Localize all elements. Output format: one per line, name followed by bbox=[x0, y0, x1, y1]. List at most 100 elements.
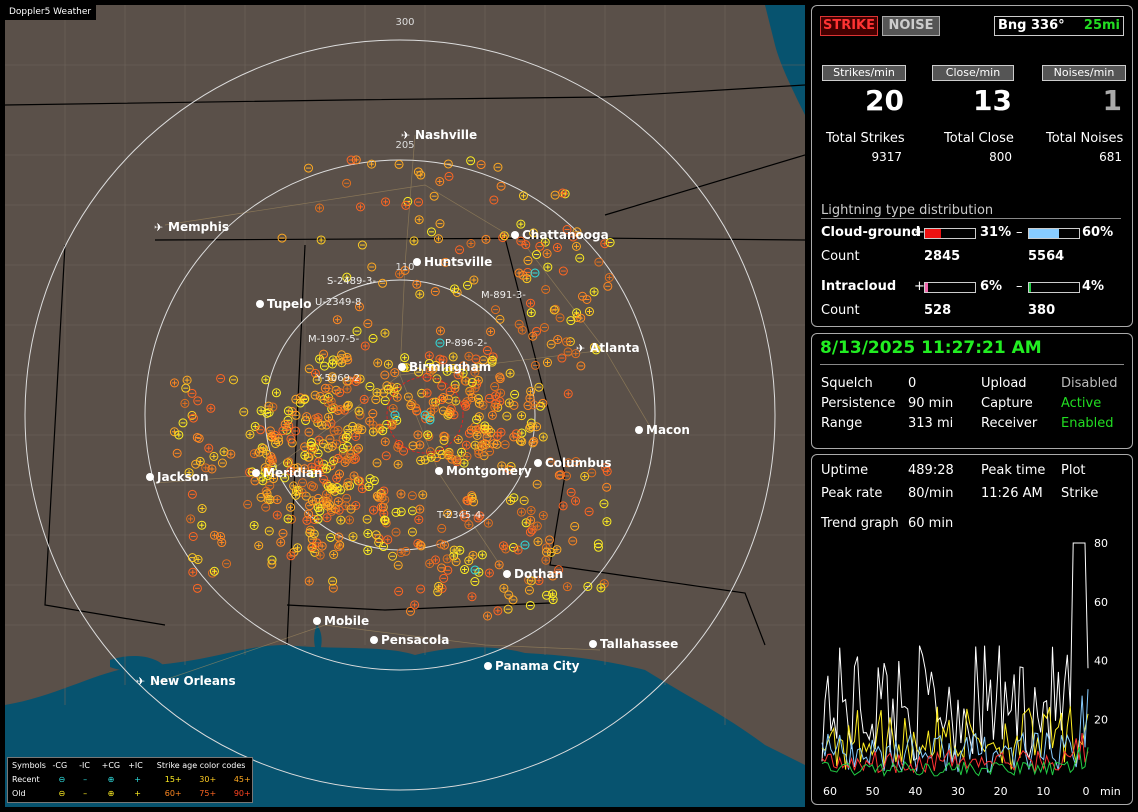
strike-mark bbox=[441, 257, 451, 267]
strike-mark bbox=[262, 465, 272, 475]
storm-cell-label-4[interactable]: M-1907-5- bbox=[308, 334, 360, 345]
strike-mark bbox=[526, 386, 536, 396]
strike-mark bbox=[174, 430, 184, 440]
strike-mark bbox=[289, 481, 299, 491]
strike-mark bbox=[327, 359, 337, 369]
strike-mark bbox=[509, 493, 519, 503]
strike-mark bbox=[467, 392, 477, 402]
strike-mark bbox=[460, 399, 470, 409]
strike-mark bbox=[477, 550, 487, 560]
storm-cell-label-1[interactable]: U-2349-8 bbox=[315, 297, 361, 308]
noise-button[interactable]: NOISE bbox=[882, 16, 940, 36]
strike-mark bbox=[380, 515, 390, 525]
strike-mark bbox=[291, 394, 301, 404]
strike-mark bbox=[348, 421, 358, 431]
strike-mark bbox=[335, 388, 345, 398]
total-noises-value: 681 bbox=[1099, 150, 1122, 164]
strike-mark bbox=[393, 442, 403, 452]
strike-mark bbox=[467, 592, 477, 602]
city-label-0: Nashville bbox=[415, 128, 477, 142]
strike-mark bbox=[335, 405, 345, 415]
strike-mark bbox=[256, 425, 266, 435]
strike-mark bbox=[499, 231, 509, 241]
storm-cell-label-6[interactable]: T-2345-4- bbox=[436, 510, 485, 521]
trend-series-noise bbox=[821, 746, 1089, 777]
strike-mark bbox=[532, 521, 542, 531]
strike-mark bbox=[525, 393, 535, 403]
strike-mark bbox=[363, 319, 373, 329]
strike-mark bbox=[548, 589, 558, 599]
strike-mark bbox=[576, 361, 586, 371]
strike-mark bbox=[550, 190, 560, 200]
strike-mark bbox=[545, 457, 555, 467]
strike-mark bbox=[381, 451, 391, 461]
ic-positive-pct: 6% bbox=[980, 279, 1003, 294]
strike-mark bbox=[365, 381, 375, 391]
strike-mark bbox=[391, 527, 401, 537]
strike-mark bbox=[229, 375, 239, 385]
strike-mark bbox=[316, 235, 326, 245]
strike-mark bbox=[305, 501, 315, 511]
strike-mark bbox=[298, 478, 308, 488]
strike-mark bbox=[378, 278, 388, 288]
strike-mark bbox=[469, 497, 479, 507]
strike-mark bbox=[480, 421, 490, 431]
strike-mark bbox=[268, 402, 278, 412]
noises-per-min-header[interactable]: Noises/min bbox=[1042, 65, 1126, 81]
strike-mark bbox=[399, 446, 409, 456]
strike-mark bbox=[451, 557, 461, 567]
strike-mark bbox=[459, 458, 469, 468]
strike-mark bbox=[342, 401, 352, 411]
distance-readout: 25mi bbox=[1083, 18, 1120, 33]
bearing-box: Bng 336° 25mi bbox=[994, 16, 1124, 36]
city-label-16: Panama City bbox=[495, 659, 580, 673]
strike-mark bbox=[265, 426, 275, 436]
strike-mark bbox=[481, 234, 491, 244]
strike-mark bbox=[528, 438, 538, 448]
strike-mark bbox=[388, 404, 398, 414]
plot-value[interactable]: Strike bbox=[1061, 486, 1099, 501]
strike-mark bbox=[302, 412, 312, 422]
airport-icon: ✈ bbox=[576, 342, 585, 355]
info-k1-0: Squelch bbox=[821, 376, 873, 391]
strike-mark bbox=[280, 419, 290, 429]
strike-mark bbox=[278, 528, 288, 538]
strike-button[interactable]: STRIKE bbox=[820, 16, 878, 36]
strike-mark bbox=[418, 490, 428, 500]
storm-cell-label-5[interactable]: Y-5069-2 bbox=[315, 373, 360, 384]
strike-mark bbox=[359, 394, 369, 404]
info-v1-0: 0 bbox=[908, 376, 917, 391]
legend-old-neg-cg-icon: ⊖ bbox=[58, 789, 66, 798]
strike-mark bbox=[256, 492, 266, 502]
info-v2-2: Enabled bbox=[1061, 416, 1114, 431]
strike-mark bbox=[472, 415, 482, 425]
strike-mark bbox=[306, 438, 316, 448]
strike-mark bbox=[510, 389, 520, 399]
strike-mark bbox=[490, 402, 500, 412]
strike-mark bbox=[478, 439, 488, 449]
lightning-map[interactable]: ✈ Nashville ✈ Memphis Chattanooga Huntsville T… bbox=[5, 5, 805, 807]
strike-mark bbox=[554, 470, 564, 480]
strike-mark bbox=[426, 452, 436, 462]
storm-cell-label-0[interactable]: S-2489-3- bbox=[327, 276, 376, 287]
strike-mark bbox=[334, 505, 344, 515]
strike-mark bbox=[445, 407, 455, 417]
strike-mark bbox=[467, 377, 477, 387]
strike-mark bbox=[304, 163, 314, 173]
strike-mark bbox=[549, 305, 559, 315]
strike-symbols bbox=[169, 155, 615, 621]
strike-mark bbox=[468, 550, 478, 560]
strike-mark bbox=[438, 392, 448, 402]
storm-cell-label-3[interactable]: P-896-2- bbox=[445, 338, 487, 349]
strike-mark bbox=[575, 253, 585, 263]
strike-mark bbox=[529, 436, 539, 446]
strike-mark bbox=[394, 586, 404, 596]
ic-positive-bar bbox=[924, 282, 976, 293]
strike-mark bbox=[435, 326, 445, 336]
strike-mark bbox=[191, 459, 201, 469]
strike-mark bbox=[602, 482, 612, 492]
strike-mark bbox=[605, 237, 615, 247]
storm-cell-label-2[interactable]: M-891-3- bbox=[481, 290, 526, 301]
strikes-per-min-header[interactable]: Strikes/min bbox=[822, 65, 906, 81]
close-per-min-header[interactable]: Close/min bbox=[932, 65, 1014, 81]
